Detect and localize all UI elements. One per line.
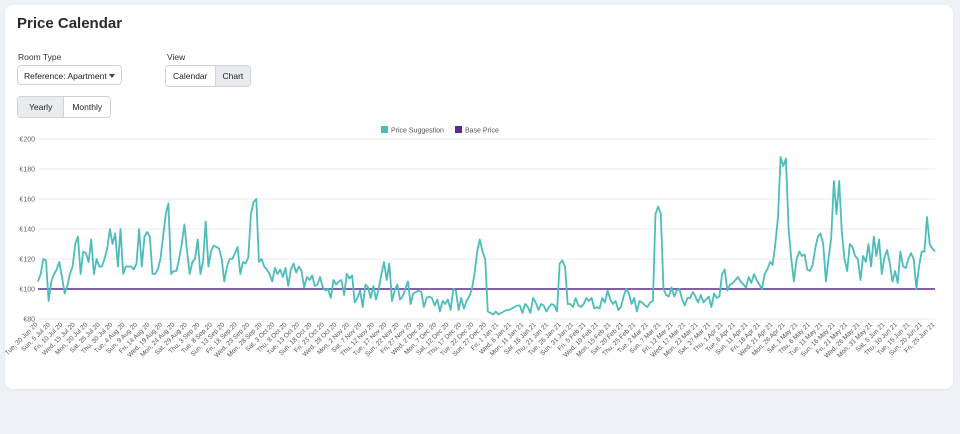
y-tick-label: €100	[19, 287, 35, 294]
room-type-value: Reference: Apartment	[24, 71, 107, 81]
page-title: Price Calendar	[17, 15, 123, 32]
price-suggestion-line	[37, 156, 936, 316]
room-type-select[interactable]: Reference: Apartment	[17, 65, 122, 85]
legend-label: Base Price	[465, 128, 499, 135]
room-type-label: Room Type	[18, 52, 62, 62]
legend-label: Price Suggestion	[391, 128, 444, 135]
y-tick-label: €140	[19, 227, 35, 234]
y-tick-label: €160	[19, 197, 35, 204]
legend-swatch	[455, 126, 462, 133]
y-tick-label: €120	[19, 257, 35, 264]
y-tick-label: €80	[23, 317, 35, 324]
price-chart: €80 €100 €120 €140 €160 €180 €200 Price Suggest…	[5, 126, 937, 360]
y-tick-label: €200	[19, 137, 35, 144]
period-toggle: Yearly Monthly	[17, 96, 112, 118]
view-label: View	[167, 52, 186, 62]
view-calendar-button[interactable]: Calendar	[166, 66, 216, 86]
chevron-down-icon	[109, 74, 115, 78]
y-tick-label: €180	[19, 167, 35, 174]
period-yearly-button[interactable]: Yearly	[18, 97, 65, 117]
period-monthly-button[interactable]: Monthly	[72, 102, 103, 112]
price-calendar-card: Price Calendar Room Type Reference: Apar…	[5, 5, 953, 389]
view-chart-button[interactable]: Chart	[215, 66, 251, 86]
view-toggle: Calendar Chart	[165, 65, 252, 87]
legend-swatch	[381, 126, 388, 133]
